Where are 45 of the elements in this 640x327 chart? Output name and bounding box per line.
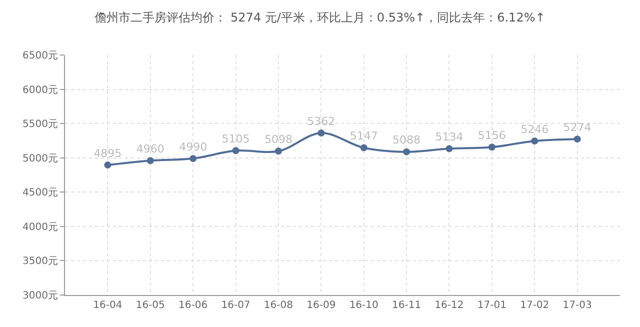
- point: [318, 130, 325, 137]
- x-tick-label: 17-01: [477, 300, 506, 311]
- data-label: 5098: [264, 133, 292, 146]
- y-tick-label: 6000元: [22, 84, 58, 96]
- data-label: 5274: [563, 120, 592, 134]
- x-tick-label: 16-10: [349, 300, 378, 311]
- point: [104, 162, 112, 169]
- y-tick-label: 3000元: [22, 290, 58, 302]
- data-label: 5134: [435, 130, 464, 144]
- y-tick-label: 6500元: [22, 50, 58, 62]
- x-tick-label: 16-05: [136, 300, 165, 311]
- point: [488, 144, 496, 151]
- point: [574, 136, 581, 143]
- x-tick-label: 16-09: [306, 300, 336, 311]
- point: [446, 145, 453, 152]
- data-label: 5246: [520, 122, 549, 136]
- x-tick-label: 16-06: [178, 300, 208, 311]
- data-label: 5156: [478, 129, 506, 142]
- data-label: 4895: [94, 146, 122, 160]
- data-label: 4960: [136, 142, 164, 156]
- point: [274, 148, 282, 155]
- x-tick-label: 16-07: [221, 300, 250, 311]
- y-tick-label: 4500元: [22, 188, 58, 199]
- data-label: 5088: [392, 134, 421, 147]
- y-tick-label: 5500元: [22, 119, 58, 130]
- x-tick-label: 16-08: [264, 300, 293, 311]
- x-tick-label: 17-03: [562, 300, 592, 311]
- data-label: 5147: [350, 130, 378, 143]
- point: [403, 148, 410, 156]
- point: [190, 155, 197, 162]
- point: [531, 137, 538, 144]
- data-label: 4990: [179, 140, 208, 154]
- y-tick-label: 5000元: [22, 153, 58, 164]
- data-label: 5362: [307, 114, 336, 128]
- y-tick-label: 4000元: [22, 222, 58, 233]
- y-tick-label: 3500元: [22, 256, 58, 268]
- chart-title: 儋州市二手房评估均价： 5274 元/平米，环比上月：0.53%↑，同比去年：6.12%↑: [94, 10, 546, 24]
- point: [232, 147, 240, 154]
- x-tick-label: 16-04: [93, 300, 122, 311]
- x-tick-label: 17-02: [520, 300, 550, 311]
- x-tick-label: 16-11: [392, 300, 422, 311]
- point: [360, 144, 368, 152]
- x-tick-label: 16-12: [434, 300, 464, 311]
- point: [146, 157, 154, 164]
- data-label: 5105: [222, 132, 250, 146]
